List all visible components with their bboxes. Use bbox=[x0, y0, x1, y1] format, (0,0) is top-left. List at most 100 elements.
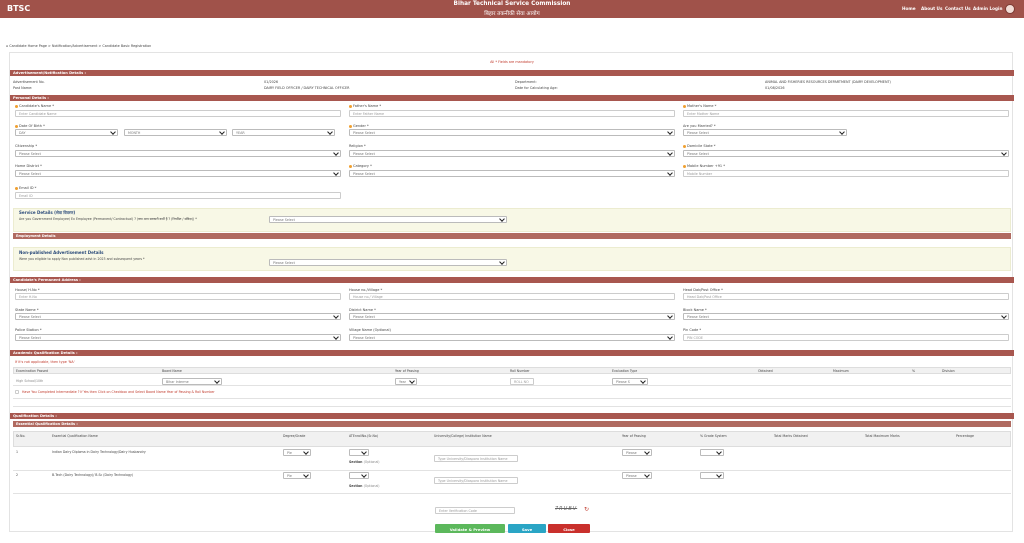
mother-label: Mother's Name * bbox=[683, 104, 716, 108]
state-select[interactable]: Please Select bbox=[15, 313, 341, 320]
qcol-grade: % Grade System bbox=[700, 434, 727, 438]
qcol-enroll: ATEnrollNo.(Sr.No) bbox=[349, 434, 379, 438]
col-board: Board Name bbox=[162, 368, 182, 373]
qcol-name: Essential Qualification Name bbox=[52, 434, 98, 438]
academic-note: If it's not applicable, then type 'NA' bbox=[15, 360, 75, 364]
police-label: Police Station * bbox=[15, 328, 42, 332]
district-select[interactable]: Please Select bbox=[349, 313, 675, 320]
mobile-label: Mobile Number +91 * bbox=[683, 164, 725, 168]
advt-no-label: Advertisement No. bbox=[13, 80, 45, 84]
brand-logo-text[interactable]: BTSC bbox=[7, 4, 31, 13]
qual-row-divider-2 bbox=[13, 493, 1011, 494]
mohalla-label: House no./Village * bbox=[349, 288, 383, 292]
col-eval: Evaluation Type bbox=[612, 368, 638, 373]
required-note: All * Fields are mandatory bbox=[490, 60, 534, 64]
academic-row-divider-3 bbox=[13, 406, 1011, 407]
pin-input[interactable]: PIN CODE bbox=[683, 334, 1009, 341]
service-select[interactable]: Please Select bbox=[269, 216, 507, 223]
academic-row-divider bbox=[13, 385, 1011, 386]
citizenship-select[interactable]: Please Select bbox=[15, 150, 341, 157]
home-district-select[interactable]: Please Select bbox=[15, 170, 341, 177]
captcha-image: 7RUBV bbox=[555, 506, 578, 512]
candidate-name-input[interactable]: Enter Candidate Name bbox=[15, 110, 341, 117]
domicile-select[interactable]: Please Select bbox=[683, 150, 1009, 157]
qual-row-2-enroll-select[interactable] bbox=[349, 472, 369, 479]
category-select[interactable]: Please Select bbox=[349, 170, 675, 177]
academic-row-divider-2 bbox=[13, 398, 1011, 399]
post-label: Post Name: bbox=[13, 86, 33, 90]
qual-header-row bbox=[13, 431, 1011, 447]
qcol-university: University/College/ Institution Name bbox=[434, 434, 492, 438]
district-label: District Name * bbox=[349, 308, 376, 312]
personal-section-header: Personal Details : bbox=[10, 95, 1014, 101]
nav-home[interactable]: Home bbox=[902, 6, 916, 11]
block-select[interactable]: Please Select bbox=[683, 313, 1009, 320]
nonpub-question: Were you eligible to apply Non published… bbox=[19, 257, 145, 261]
gender-select[interactable]: Please Select bbox=[349, 129, 675, 136]
dob-year-select[interactable]: YEAR bbox=[232, 129, 335, 136]
qual-row-1-name: Indian Dairy Diploma in Dairy Technology… bbox=[52, 450, 146, 454]
qual-row-2-grade-select[interactable] bbox=[700, 472, 724, 479]
col-obtained: Obtained bbox=[758, 368, 773, 373]
year-select[interactable]: Year bbox=[395, 378, 417, 385]
validate-preview-button[interactable]: Validate & Preview bbox=[435, 524, 505, 533]
married-select[interactable]: Please Select bbox=[683, 129, 847, 136]
qual-row-1-sr: 1 bbox=[16, 450, 19, 454]
qual-row-1-year-select[interactable]: Please bbox=[622, 449, 652, 456]
qual-row-1-degree-select[interactable]: Ple bbox=[283, 449, 311, 456]
qual-row-2-university-input[interactable]: Type University/Diaspora Institution Nam… bbox=[434, 477, 518, 484]
house-input[interactable]: Enter H.No bbox=[15, 293, 341, 300]
qual-row-2-year-select[interactable]: Please bbox=[622, 472, 652, 479]
nav-contact[interactable]: Contact Us bbox=[945, 6, 971, 11]
captcha-input[interactable]: Enter Verification Code bbox=[435, 507, 515, 514]
citizenship-label: Citizenship * bbox=[15, 144, 38, 148]
intermediate-checkbox[interactable] bbox=[15, 390, 19, 394]
dob-day-select[interactable]: DAY bbox=[15, 129, 118, 136]
board-select[interactable]: Bihar Interme bbox=[162, 378, 222, 385]
nav-about[interactable]: About Us bbox=[921, 6, 943, 11]
father-label: Father's Name * bbox=[349, 104, 381, 108]
save-button[interactable]: Save bbox=[508, 524, 546, 533]
email-input[interactable]: Email ID bbox=[15, 192, 341, 199]
mohalla-input[interactable]: House no./ Village bbox=[349, 293, 675, 300]
qcol-total-obt: Total Marks Obtained bbox=[774, 434, 808, 438]
nav-admin-login[interactable]: Admin Login bbox=[973, 6, 1003, 11]
qual-row-1-section: Section (Optional) bbox=[349, 460, 380, 464]
qual-row-2-degree-select[interactable]: Ple bbox=[283, 472, 311, 479]
breadcrumb[interactable]: ⌂ Candidate Home Page > Notification/Adv… bbox=[6, 44, 152, 48]
col-percent: % bbox=[912, 368, 916, 373]
post-office-input[interactable]: Head Dak/Post Office bbox=[683, 293, 1009, 300]
state-label: State Name * bbox=[15, 308, 39, 312]
qual-row-1-grade-select[interactable] bbox=[700, 449, 724, 456]
religion-select[interactable]: Please Select bbox=[349, 150, 675, 157]
header-title-en: Bihar Technical Service Commission bbox=[453, 1, 571, 7]
police-select[interactable]: Please Select bbox=[15, 334, 341, 341]
academic-row-exam: High School/10th bbox=[16, 379, 44, 383]
service-question: Are you Government Employee/ Ex Employee… bbox=[19, 217, 197, 221]
service-title: Service Details (सेवा विवरण) bbox=[19, 210, 76, 215]
header-title-hi: बिहार तकनीकी सेवा आयोग bbox=[484, 10, 540, 17]
academic-section-header: Academic Qualification Details : bbox=[10, 350, 1014, 356]
eval-select[interactable]: Please S bbox=[612, 378, 648, 385]
captcha-refresh-icon[interactable]: ↻ bbox=[584, 506, 590, 513]
post-value: DAIRY FIELD OFFICER / DAIRY TECHNICAL OF… bbox=[264, 86, 350, 90]
village-select[interactable]: Please Select bbox=[349, 334, 675, 341]
nonpub-select[interactable]: Please Select bbox=[269, 259, 507, 266]
qual-row-1-university-input[interactable]: Type University/Diaspora Institution Nam… bbox=[434, 455, 518, 462]
qual-row-2-name: B.Tech (Dairy Technology)/ B.Sc (Dairy T… bbox=[52, 473, 134, 477]
qcol-percentage: Percentage bbox=[956, 434, 974, 438]
close-button[interactable]: Close bbox=[548, 524, 590, 533]
registration-form: All * Fields are mandatory Advertisement… bbox=[9, 52, 1014, 533]
married-label: Are you Married? * bbox=[683, 124, 716, 128]
dob-month-select[interactable]: MONTH bbox=[124, 129, 227, 136]
roll-input[interactable]: ROLL NO bbox=[510, 378, 534, 385]
nonpub-box bbox=[13, 247, 1011, 271]
qual-row-1-enroll-select[interactable] bbox=[349, 449, 369, 456]
col-year: Year of Passing bbox=[395, 368, 419, 373]
essential-qualification-header: Essential Qualification Details : bbox=[13, 421, 1011, 427]
home-district-label: Home District * bbox=[15, 164, 42, 168]
mobile-input[interactable]: Mobile Number bbox=[683, 170, 1009, 177]
qualification-section-header: Qualification Details : bbox=[10, 413, 1014, 419]
father-name-input[interactable]: Enter Father Name bbox=[349, 110, 675, 117]
mother-name-input[interactable]: Enter Mother Name bbox=[683, 110, 1009, 117]
